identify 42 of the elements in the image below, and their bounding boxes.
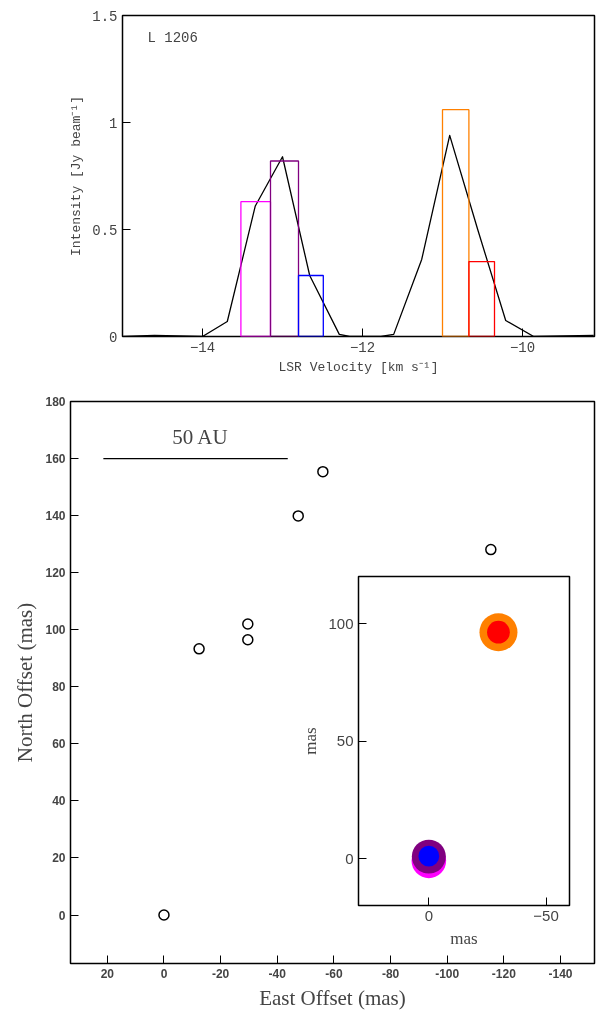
x-axis-title: East Offset (mas) xyxy=(259,985,406,1010)
y-tick-label: 50 xyxy=(336,732,354,749)
x-tick-label: -140 xyxy=(548,966,573,981)
x-tick-label: -40 xyxy=(268,966,287,981)
y-tick-label: 80 xyxy=(52,680,66,695)
point xyxy=(292,510,304,522)
x-axis-title: LSR Velocity [km s⁻¹] xyxy=(278,359,439,375)
annotation: 50 AU xyxy=(172,424,228,449)
x-tick-label: -120 xyxy=(491,966,517,981)
y-tick-label: 140 xyxy=(45,509,66,524)
y-axis-title: mas xyxy=(301,727,321,755)
point xyxy=(485,543,497,556)
annotation: L 1206 xyxy=(147,29,198,46)
y-tick-label: 160 xyxy=(45,452,66,467)
y-tick-label: 1 xyxy=(109,115,118,132)
x-axis-title: mas xyxy=(450,928,478,948)
point xyxy=(317,465,329,478)
x-tick-label: -100 xyxy=(435,966,460,981)
y-tick-label: 40 xyxy=(52,794,66,809)
y-tick-label: 20 xyxy=(52,851,66,866)
y-tick-label: 180 xyxy=(45,395,66,409)
x-tick-label: −10 xyxy=(509,339,536,356)
y-tick-label: 100 xyxy=(45,623,66,638)
x-tick-label: −50 xyxy=(533,906,559,924)
y-tick-label: 1.5 xyxy=(92,8,118,25)
x-tick-label: -80 xyxy=(381,966,400,981)
x-tick-label: 0 xyxy=(160,966,168,981)
point xyxy=(242,633,254,646)
point xyxy=(242,618,254,630)
y-tick-label: 0.5 xyxy=(92,222,118,239)
x-tick-label: −14 xyxy=(189,339,216,356)
x-tick-label: -20 xyxy=(211,966,230,981)
y-tick-label: 120 xyxy=(45,566,66,581)
point xyxy=(193,643,205,655)
point xyxy=(158,909,170,921)
y-tick-label: 0 xyxy=(345,849,354,867)
x-tick-label: −12 xyxy=(349,339,376,356)
y-axis-title: North Offset (mas) xyxy=(13,602,38,763)
y-axis-title: Intensity [Jy beam⁻¹] xyxy=(69,95,85,257)
y-tick-label: 100 xyxy=(328,614,354,632)
x-tick-label: -60 xyxy=(325,966,343,981)
y-tick-label: 60 xyxy=(52,737,66,752)
